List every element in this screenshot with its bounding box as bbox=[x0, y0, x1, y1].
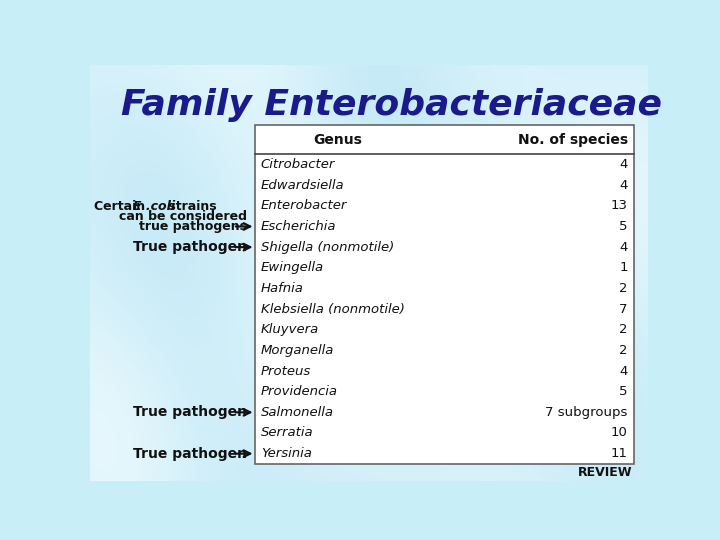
Text: Providencia: Providencia bbox=[261, 385, 338, 398]
Text: 4: 4 bbox=[619, 158, 628, 171]
Text: No. of species: No. of species bbox=[518, 133, 628, 147]
Text: can be considered: can be considered bbox=[119, 210, 247, 223]
Text: Citrobacter: Citrobacter bbox=[261, 158, 336, 171]
Text: 13: 13 bbox=[611, 199, 628, 212]
Text: Salmonella: Salmonella bbox=[261, 406, 334, 419]
Text: 7 subgroups: 7 subgroups bbox=[546, 406, 628, 419]
Text: 4: 4 bbox=[619, 364, 628, 377]
Text: Klebsiella (nonmotile): Klebsiella (nonmotile) bbox=[261, 302, 405, 315]
Bar bbox=[255, 125, 634, 464]
Text: Morganella: Morganella bbox=[261, 344, 334, 357]
Text: true pathogens: true pathogens bbox=[139, 220, 247, 233]
Text: Certain: Certain bbox=[94, 200, 149, 213]
Text: 5: 5 bbox=[619, 220, 628, 233]
Text: 11: 11 bbox=[611, 447, 628, 460]
Text: 2: 2 bbox=[619, 282, 628, 295]
Text: Escherichia: Escherichia bbox=[261, 220, 336, 233]
Text: Serratia: Serratia bbox=[261, 427, 313, 440]
Text: Ewingella: Ewingella bbox=[261, 261, 324, 274]
Text: REVIEW: REVIEW bbox=[578, 465, 632, 478]
Text: Edwardsiella: Edwardsiella bbox=[261, 179, 344, 192]
Text: Proteus: Proteus bbox=[261, 364, 311, 377]
Text: E .coli: E .coli bbox=[132, 200, 175, 213]
Text: 4: 4 bbox=[619, 179, 628, 192]
Text: 1: 1 bbox=[619, 261, 628, 274]
Text: True pathogen: True pathogen bbox=[133, 406, 247, 420]
Text: Yersinia: Yersinia bbox=[261, 447, 312, 460]
Text: Family Enterobacteriaceae: Family Enterobacteriaceae bbox=[121, 87, 662, 122]
Text: Hafnia: Hafnia bbox=[261, 282, 304, 295]
Text: Shigella (nonmotile): Shigella (nonmotile) bbox=[261, 241, 394, 254]
Text: True pathogen: True pathogen bbox=[133, 240, 247, 254]
Text: 7: 7 bbox=[619, 302, 628, 315]
Text: Genus: Genus bbox=[314, 133, 363, 147]
Text: Kluyvera: Kluyvera bbox=[261, 323, 319, 336]
Text: strains: strains bbox=[164, 200, 217, 213]
Text: 2: 2 bbox=[619, 344, 628, 357]
Text: 4: 4 bbox=[619, 241, 628, 254]
Text: 10: 10 bbox=[611, 427, 628, 440]
Text: True pathogen: True pathogen bbox=[133, 447, 247, 461]
Text: 2: 2 bbox=[619, 323, 628, 336]
Text: 5: 5 bbox=[619, 385, 628, 398]
Text: Enterobacter: Enterobacter bbox=[261, 199, 347, 212]
